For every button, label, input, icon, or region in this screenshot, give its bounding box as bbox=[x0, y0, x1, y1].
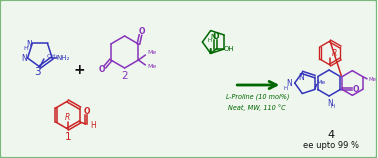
Text: 2: 2 bbox=[121, 71, 128, 81]
Text: 3: 3 bbox=[34, 67, 41, 77]
Text: ee upto 99 %: ee upto 99 % bbox=[303, 142, 359, 151]
Text: H: H bbox=[23, 46, 28, 51]
Text: L-Proline (10 mol%): L-Proline (10 mol%) bbox=[226, 94, 289, 100]
Text: N: N bbox=[26, 40, 32, 49]
Text: O: O bbox=[212, 32, 219, 41]
Text: CH₃: CH₃ bbox=[47, 55, 59, 60]
Text: Me: Me bbox=[148, 51, 157, 55]
Text: O: O bbox=[352, 85, 359, 94]
Text: +: + bbox=[74, 63, 85, 77]
Text: OH: OH bbox=[223, 46, 234, 52]
Text: H: H bbox=[331, 104, 335, 109]
Text: Neat, MW, 110 °C: Neat, MW, 110 °C bbox=[228, 105, 286, 111]
Text: N: N bbox=[327, 98, 333, 107]
Polygon shape bbox=[210, 48, 212, 53]
Text: NH₂: NH₂ bbox=[56, 55, 70, 61]
Text: 4: 4 bbox=[327, 130, 335, 140]
Text: H: H bbox=[90, 121, 96, 130]
Text: R: R bbox=[332, 49, 337, 58]
Text: Me: Me bbox=[368, 77, 376, 82]
Text: H: H bbox=[284, 86, 288, 91]
Text: H: H bbox=[207, 38, 211, 43]
Text: Me: Me bbox=[148, 64, 157, 69]
Text: R: R bbox=[65, 113, 70, 122]
Text: N: N bbox=[299, 73, 304, 82]
Text: N: N bbox=[286, 79, 291, 88]
Text: O: O bbox=[84, 106, 90, 115]
Text: Me: Me bbox=[317, 80, 326, 85]
Text: O: O bbox=[138, 27, 145, 36]
Text: O: O bbox=[99, 66, 105, 75]
Text: N: N bbox=[22, 54, 28, 63]
Text: 1: 1 bbox=[65, 132, 71, 142]
Text: N: N bbox=[211, 34, 216, 40]
